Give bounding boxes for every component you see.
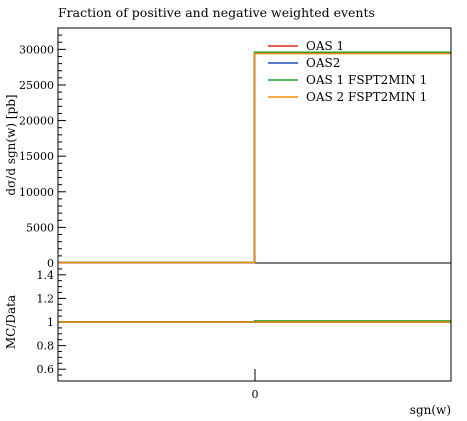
main-y-tick-label: 10000 xyxy=(19,186,54,199)
main-y-tick-label: 30000 xyxy=(19,43,54,56)
chart-title: Fraction of positive and negative weight… xyxy=(58,5,375,20)
ratio-y-tick-label: 1.4 xyxy=(37,269,55,282)
ratio-y-axis-label: MC/Data xyxy=(4,295,18,349)
legend-label: OAS 1 FSPT2MIN 1 xyxy=(306,73,427,87)
ratio-y-tick-label: 0.6 xyxy=(37,363,55,376)
x-tick-label: 0 xyxy=(252,388,259,401)
x-axis: 0 xyxy=(252,255,259,401)
legend-label: OAS 2 FSPT2MIN 1 xyxy=(306,90,427,104)
legend-label: OAS 1 xyxy=(306,39,344,53)
ratio-y-tick-label: 0.8 xyxy=(37,340,55,353)
main-y-tick-label: 20000 xyxy=(19,115,54,128)
main-y-tick-label: 15000 xyxy=(19,150,54,163)
main-y-axis: 0 5000 10000 15000 20000 25000 30000 xyxy=(19,34,66,270)
legend: OAS 1 OAS2 OAS 1 FSPT2MIN 1 OAS 2 FSPT2MIN … xyxy=(268,39,427,104)
ratio-y-tick-label: 1.2 xyxy=(37,292,55,305)
legend-label: OAS2 xyxy=(306,56,340,70)
ratio-y-axis: 0.6 0.8 1 1.2 1.4 xyxy=(37,268,66,376)
main-series-line xyxy=(58,52,451,264)
main-y-tick-label: 25000 xyxy=(19,79,54,92)
main-series-group xyxy=(58,51,451,264)
main-y-axis-label: dσ/d sgn(w) [pb] xyxy=(4,94,18,195)
x-axis-label: sgn(w) xyxy=(410,403,451,417)
main-y-tick-label: 5000 xyxy=(26,221,54,234)
ratio-y-tick-label: 1 xyxy=(47,316,54,329)
ratio-series-group xyxy=(58,320,451,323)
main-y-tick-label: 0 xyxy=(47,257,54,270)
